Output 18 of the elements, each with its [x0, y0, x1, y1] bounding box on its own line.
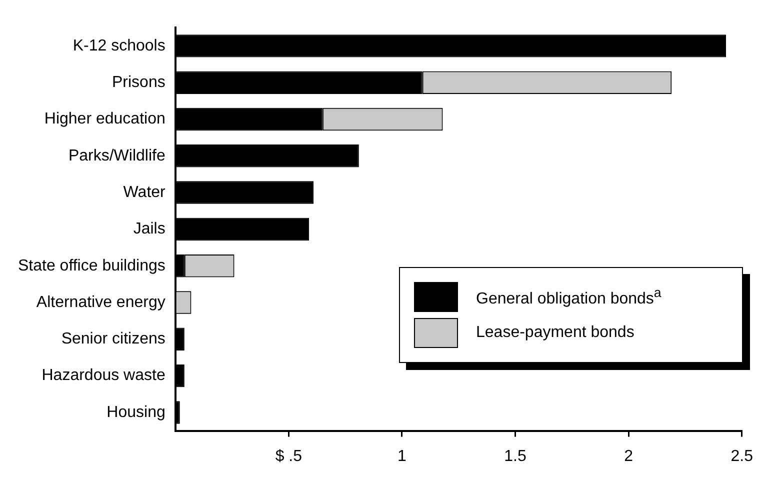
y-tick-label: State office buildings: [18, 257, 166, 274]
y-tick-label: Senior citizens: [61, 330, 166, 348]
y-tick-label: Prisons: [112, 74, 166, 91]
y-tick-label: K-12 schools: [72, 37, 166, 54]
y-tick-label: Higher education: [44, 110, 166, 128]
y-tick-label: Hazardous waste: [42, 367, 166, 384]
y-tick-label: Housing: [106, 404, 166, 421]
y-tick-label: Jails: [133, 220, 166, 238]
legend-label: General obligation bonds$^{a}$: [476, 285, 662, 309]
x-tick-label: $ .5: [275, 448, 302, 465]
y-tick-label: Alternative energy: [36, 294, 166, 311]
y-tick-label: Parks/Wildlife: [68, 147, 166, 164]
x-tick-label: 2: [624, 448, 634, 465]
x-tick-label: 1.5: [504, 448, 526, 465]
y-tick-label: Water: [123, 184, 166, 201]
legend-label: Lease-payment bonds: [476, 324, 634, 342]
x-tick-label: 1: [398, 448, 407, 465]
x-tick-label: 2.5: [730, 448, 754, 465]
